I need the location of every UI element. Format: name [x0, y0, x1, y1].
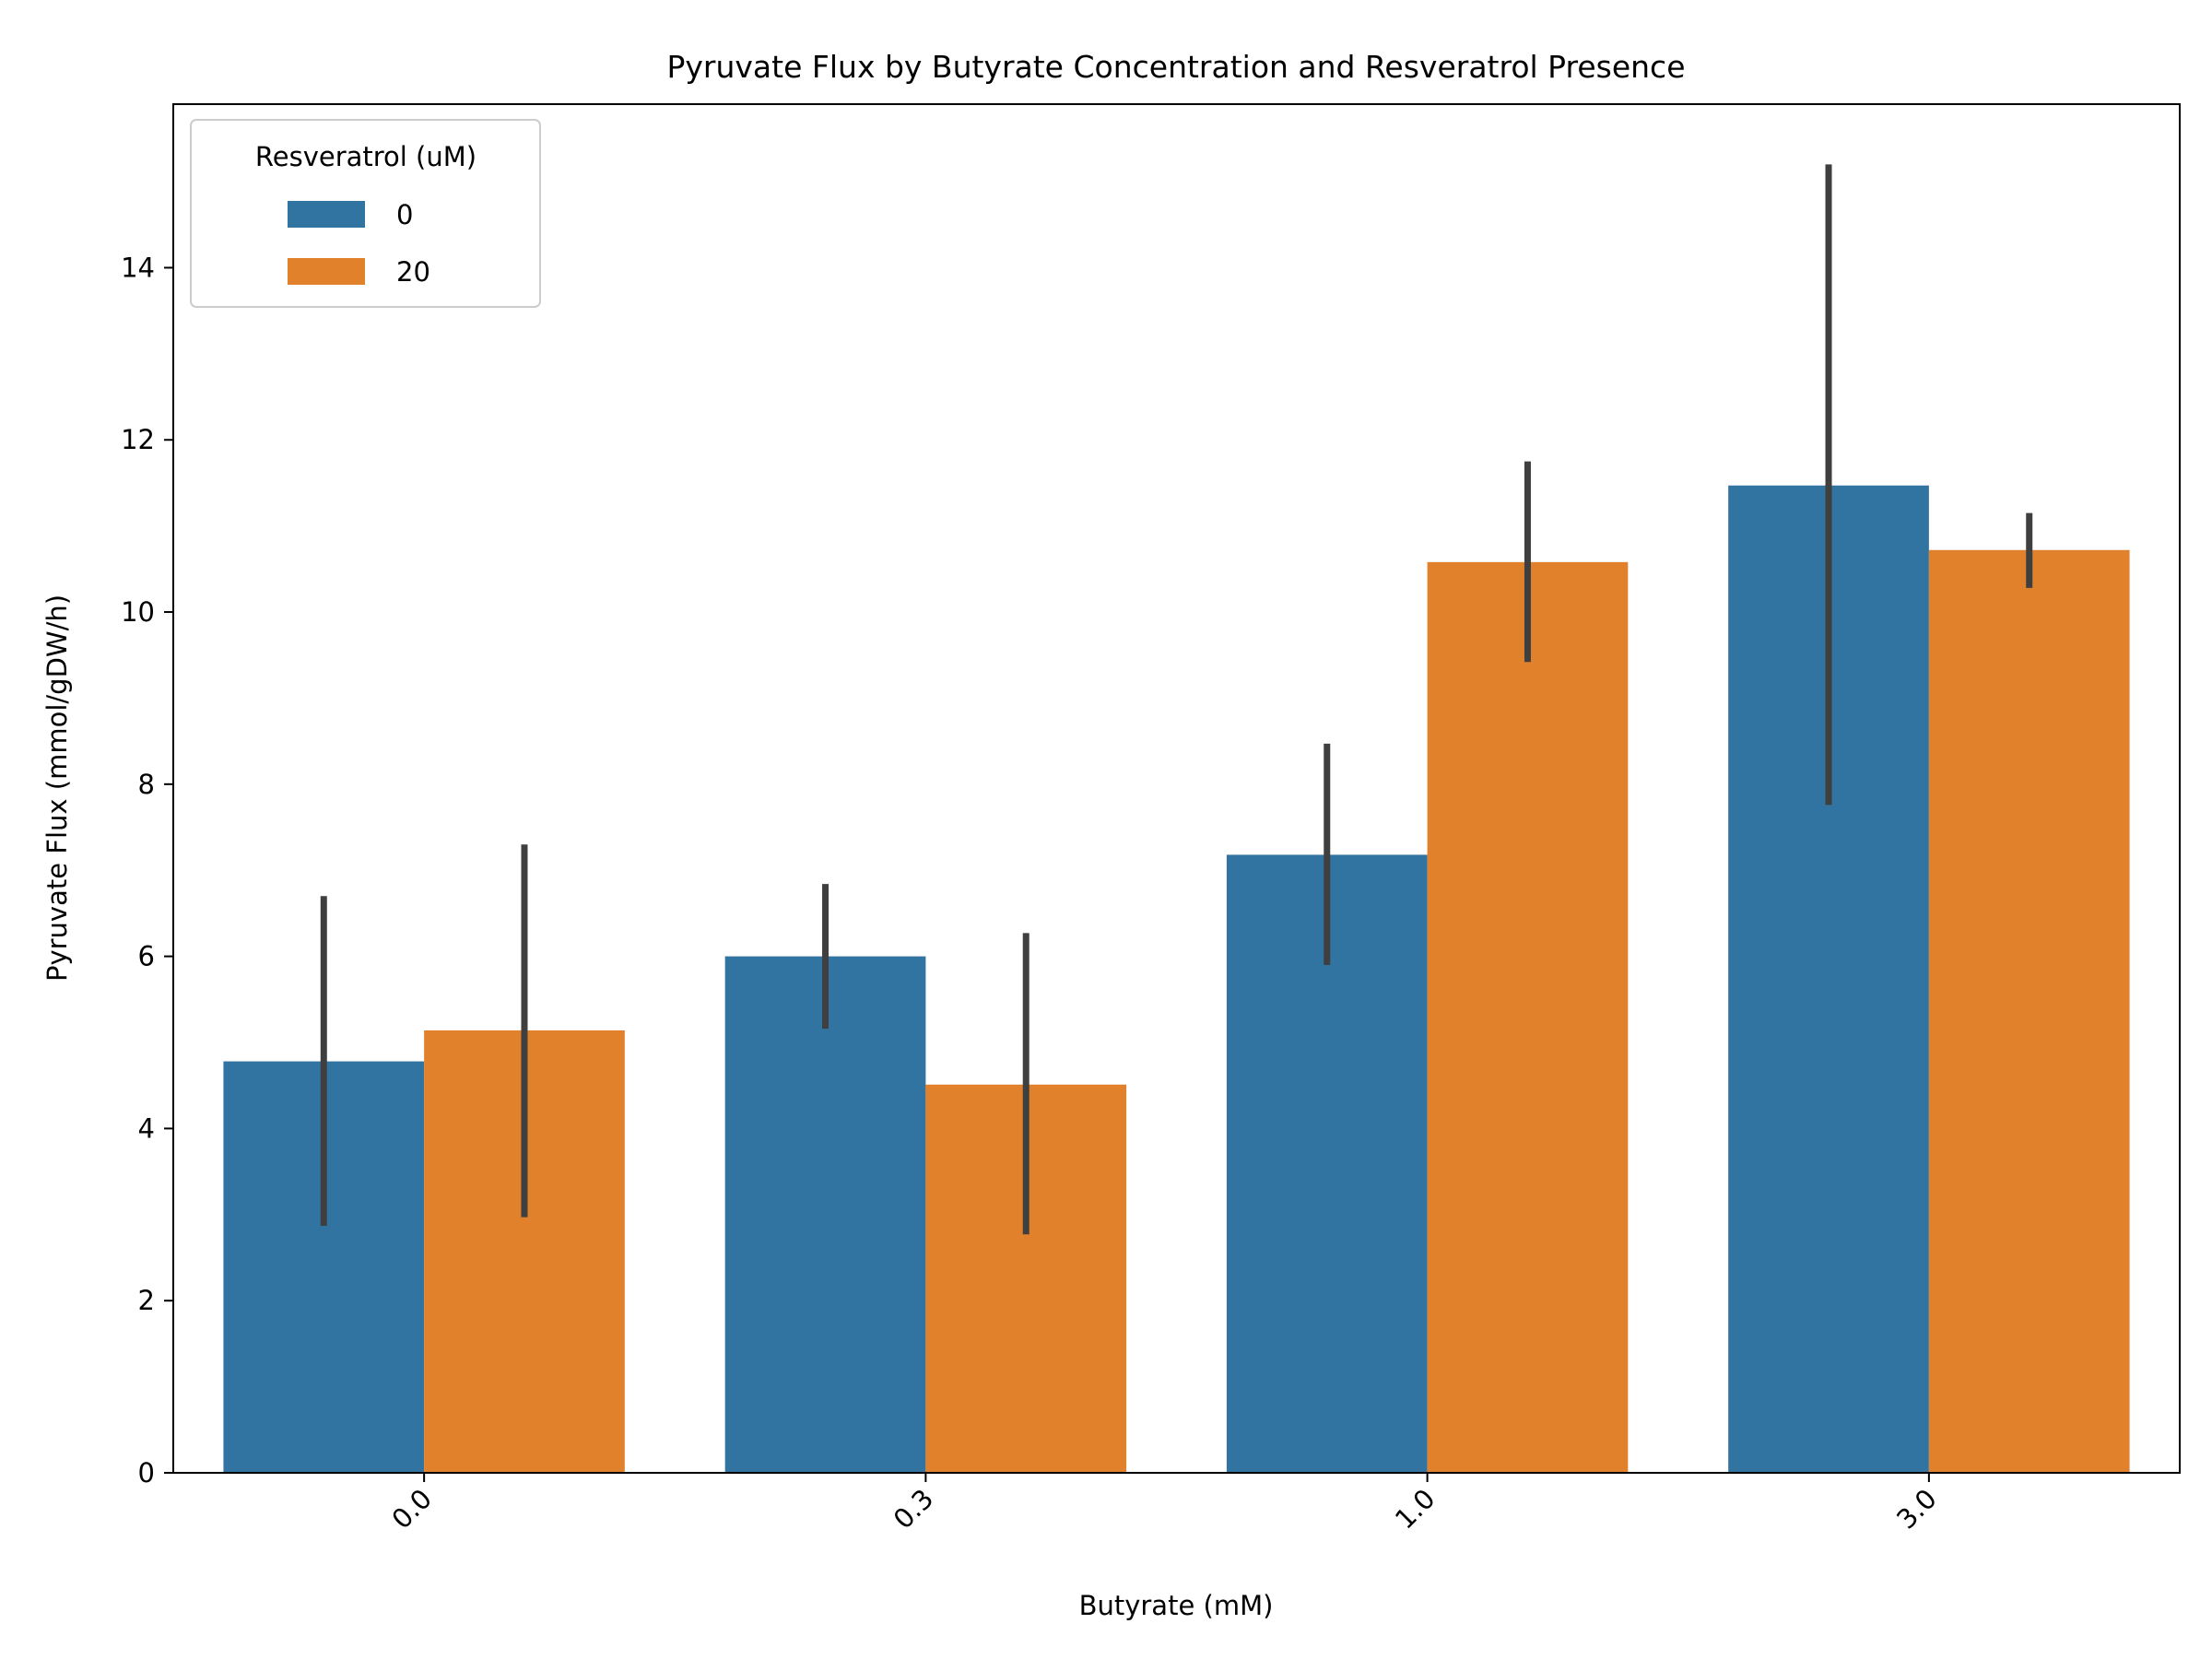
x-tick-label: 1.0 — [1389, 1483, 1441, 1535]
y-tick-label: 8 — [138, 769, 155, 800]
bar-resveratrol-20-butyrate-3.0 — [1928, 549, 2130, 1473]
legend-label-20: 20 — [396, 256, 430, 288]
y-tick-label: 4 — [138, 1112, 155, 1144]
x-tick-label: 0.0 — [385, 1483, 438, 1535]
error-bars-layer — [320, 164, 2033, 1235]
y-tick-label: 14 — [121, 252, 155, 283]
legend-frame — [190, 119, 541, 308]
bar-resveratrol-0-butyrate-0.3 — [724, 956, 926, 1473]
y-tick-label: 6 — [138, 941, 155, 972]
y-axis-label: Pyruvate Flux (mmol/gDW/h) — [41, 594, 73, 982]
y-tick-label: 2 — [138, 1285, 155, 1316]
legend-swatch-20 — [288, 258, 365, 285]
x-tick-label: 0.3 — [888, 1483, 940, 1535]
x-tick-label: 3.0 — [1890, 1483, 1943, 1535]
chart-title: Pyruvate Flux by Butyrate Concentration … — [666, 49, 1685, 85]
y-tick-label: 10 — [121, 596, 155, 628]
plot-frame — [172, 103, 2181, 1474]
bars-layer — [223, 485, 2130, 1473]
legend-label-0: 0 — [396, 199, 413, 230]
y-tick-label: 0 — [138, 1457, 155, 1488]
y-ticks: 0 2 4 6 8 10 12 14 — [121, 252, 173, 1488]
legend: Resveratrol (uM) 0 20 — [190, 119, 541, 308]
x-ticks: 0.0 0.3 1.0 3.0 — [385, 1473, 1943, 1535]
legend-title: Resveratrol (uM) — [255, 141, 477, 172]
axes-layer — [172, 103, 2181, 1474]
y-tick-label: 12 — [121, 424, 155, 455]
bar-resveratrol-20-butyrate-1.0 — [1427, 561, 1629, 1473]
legend-swatch-0 — [288, 201, 365, 228]
x-axis-label: Butyrate (mM) — [1079, 1590, 1274, 1621]
